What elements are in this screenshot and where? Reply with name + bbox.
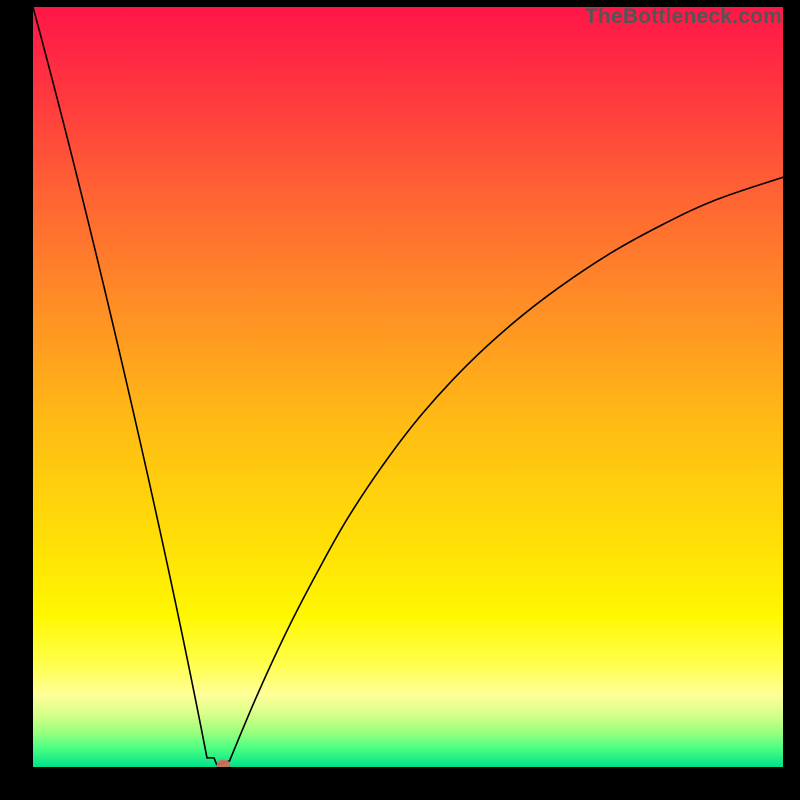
- gradient-background: [33, 7, 783, 767]
- watermark-text: TheBottleneck.com: [585, 5, 782, 29]
- chart-svg: [33, 7, 783, 767]
- plot-area: [33, 7, 783, 767]
